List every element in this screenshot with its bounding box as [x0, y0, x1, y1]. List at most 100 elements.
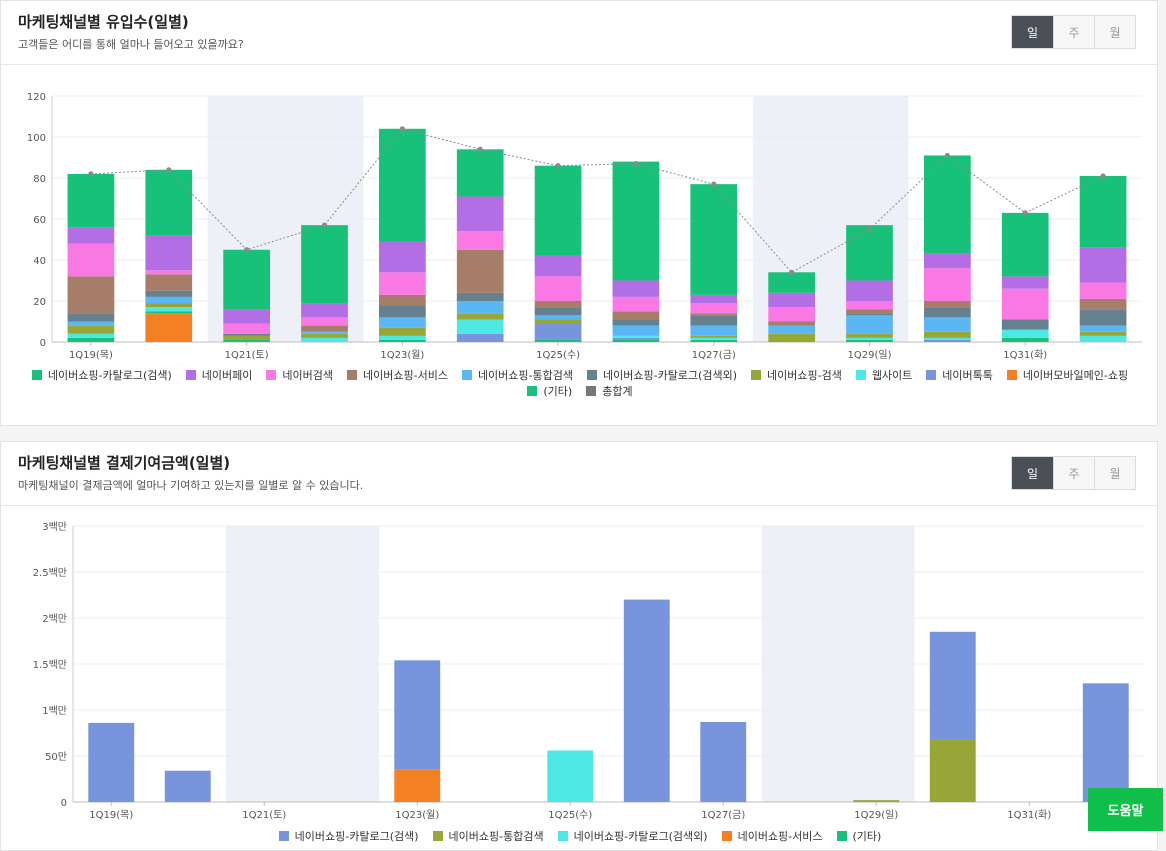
total-point[interactable] [399, 126, 405, 132]
bar-segment-네이버톡톡[interactable] [924, 339, 971, 342]
bar-segment-네이버페이[interactable] [612, 280, 660, 297]
bar-segment-네이버쇼핑-카탈로그-검색[interactable] [612, 161, 660, 281]
bar-segment-네이버쇼핑-통합검색[interactable] [924, 317, 971, 332]
bar-segment-네이버페이[interactable] [301, 303, 348, 318]
bar-segment-네이버쇼핑-카탈로그-검색외[interactable] [223, 333, 270, 336]
bar-segment-기타[interactable] [612, 339, 660, 342]
bar-segment-네이버쇼핑-카탈로그-검색[interactable] [700, 721, 747, 802]
bar-segment-네이버쇼핑-카탈로그-검색외[interactable] [1001, 319, 1049, 330]
legend-item-네이버쇼핑-통합검색[interactable]: 네이버쇼핑-통합검색 [461, 367, 573, 383]
help-button[interactable]: 도움말 [1088, 788, 1163, 831]
legend-item-네이버쇼핑-검색[interactable]: 네이버쇼핑-검색 [751, 367, 842, 383]
bar-segment-네이버페이[interactable] [924, 253, 971, 269]
bar-segment-네이버쇼핑-검색[interactable] [690, 335, 738, 338]
bar-segment-네이버쇼핑-카탈로그-검색외[interactable] [612, 319, 660, 326]
bar-segment-네이버페이[interactable] [768, 292, 815, 308]
bar-segment-네이버쇼핑-카탈로그-검색[interactable] [924, 155, 971, 254]
bar-segment-네이버쇼핑-카탈로그-검색[interactable] [223, 249, 270, 310]
total-point[interactable] [1022, 210, 1028, 216]
traffic-tab-month[interactable]: 월 [1094, 16, 1135, 48]
bar-segment-네이버쇼핑-통합검색[interactable] [456, 301, 504, 314]
bar-segment-네이버검색[interactable] [924, 268, 971, 301]
bar-segment-웹사이트[interactable] [690, 337, 738, 340]
legend-item-네이버모바일메인-쇼핑[interactable]: 네이버모바일메인-쇼핑 [1006, 367, 1128, 383]
bar-segment-네이버쇼핑-통합검색[interactable] [67, 321, 115, 326]
legend-item-네이버페이[interactable]: 네이버페이 [185, 367, 252, 383]
bar-segment-네이버쇼핑-카탈로그-검색[interactable] [690, 184, 738, 295]
bar-segment-네이버쇼핑-카탈로그-검색[interactable] [768, 272, 815, 293]
bar-segment-네이버쇼핑-카탈로그-검색외[interactable] [547, 750, 594, 802]
total-point[interactable] [88, 171, 94, 177]
bar-segment-웹사이트[interactable] [612, 335, 660, 338]
bar-segment-네이버쇼핑-검색[interactable] [768, 333, 815, 342]
bar-segment-네이버쇼핑-검색[interactable] [67, 325, 115, 334]
bar-segment-네이버페이[interactable] [223, 309, 270, 324]
bar-segment-기타[interactable] [67, 337, 115, 342]
bar-segment-기타[interactable] [1001, 337, 1049, 342]
bar-segment-네이버쇼핑-서비스[interactable] [534, 301, 582, 308]
bar-segment-네이버검색[interactable] [690, 303, 738, 314]
bar-segment-웹사이트[interactable] [145, 307, 193, 312]
bar-segment-네이버쇼핑-카탈로그-검색외[interactable] [456, 292, 504, 301]
bar-segment-네이버쇼핑-통합검색[interactable] [145, 296, 193, 304]
bar-segment-네이버쇼핑-통합검색[interactable] [379, 317, 426, 328]
bar-segment-네이버페이[interactable] [1001, 276, 1049, 289]
bar-segment-네이버쇼핑-통합검색[interactable] [1079, 325, 1127, 332]
bar-segment-네이버페이[interactable] [379, 241, 426, 273]
total-point[interactable] [789, 269, 795, 275]
legend-item-웹사이트[interactable]: 웹사이트 [855, 367, 912, 383]
bar-segment-네이버쇼핑-통합검색[interactable] [768, 325, 815, 334]
bar-segment-네이버페이[interactable] [456, 196, 504, 232]
bar-segment-네이버쇼핑-카탈로그-검색[interactable] [456, 149, 504, 197]
bar-segment-네이버페이[interactable] [534, 255, 582, 277]
bar-segment-기타[interactable] [846, 339, 893, 342]
total-point[interactable] [477, 146, 483, 152]
legend-item-네이버쇼핑-카탈로그-검색외[interactable]: 네이버쇼핑-카탈로그(검색외) [587, 367, 737, 383]
bar-segment-네이버쇼핑-서비스[interactable] [690, 313, 738, 316]
bar-segment-네이버쇼핑-카탈로그-검색[interactable] [623, 599, 670, 802]
bar-segment-네이버쇼핑-카탈로그-검색[interactable] [1001, 212, 1049, 277]
legend-item-네이버쇼핑-카탈로그-검색[interactable]: 네이버쇼핑-카탈로그(검색) [31, 367, 172, 383]
bar-segment-네이버검색[interactable] [846, 301, 893, 310]
total-point[interactable] [866, 226, 873, 232]
bar-segment-네이버쇼핑-서비스[interactable] [612, 311, 660, 320]
bar-segment-네이버검색[interactable] [67, 243, 115, 277]
bar-segment-네이버쇼핑-카탈로그-검색외[interactable] [379, 305, 426, 318]
legend-item-네이버쇼핑-카탈로그-검색[interactable]: 네이버쇼핑-카탈로그(검색) [278, 828, 419, 844]
bar-segment-네이버쇼핑-서비스[interactable] [145, 274, 193, 291]
bar-segment-네이버톡톡[interactable] [612, 337, 660, 340]
bar-segment-기타[interactable] [223, 339, 270, 342]
total-point[interactable] [1100, 173, 1106, 179]
legend-item-기타[interactable]: (기타) [527, 383, 572, 399]
bar-segment-웹사이트[interactable] [1001, 329, 1049, 338]
bar-segment-네이버쇼핑-카탈로그-검색[interactable] [145, 169, 193, 236]
bar-segment-네이버쇼핑-통합검색[interactable] [301, 331, 348, 334]
bar-segment-네이버쇼핑-서비스[interactable] [394, 769, 441, 802]
bar-segment-네이버쇼핑-카탈로그-검색[interactable] [67, 173, 115, 228]
legend-item-네이버쇼핑-카탈로그-검색외[interactable]: 네이버쇼핑-카탈로그(검색외) [557, 828, 708, 844]
bar-segment-네이버쇼핑-검색[interactable] [846, 333, 893, 338]
bar-segment-네이버쇼핑-서비스[interactable] [301, 325, 348, 332]
total-point[interactable] [166, 167, 172, 173]
total-point[interactable] [711, 181, 717, 187]
bar-segment-네이버쇼핑-카탈로그-검색[interactable] [394, 660, 441, 770]
total-point[interactable] [944, 152, 950, 159]
bar-segment-네이버페이[interactable] [690, 294, 738, 304]
legend-item-네이버쇼핑-통합검색[interactable]: 네이버쇼핑-통합검색 [432, 828, 544, 844]
bar-segment-네이버모바일메인-쇼핑[interactable] [145, 313, 193, 342]
bar-segment-네이버쇼핑-카탈로그-검색외[interactable] [145, 290, 193, 297]
bar-segment-네이버톡톡[interactable] [534, 323, 582, 340]
bar-segment-네이버검색[interactable] [145, 270, 193, 275]
bar-segment-네이버쇼핑-서비스[interactable] [1079, 298, 1127, 310]
bar-segment-웹사이트[interactable] [456, 319, 504, 334]
bar-segment-네이버쇼핑-카탈로그-검색[interactable] [1079, 175, 1127, 248]
bar-segment-네이버쇼핑-카탈로그-검색외[interactable] [924, 307, 971, 318]
bar-segment-네이버쇼핑-카탈로그-검색외[interactable] [67, 313, 115, 322]
bar-segment-네이버페이[interactable] [846, 280, 893, 302]
bar-segment-네이버검색[interactable] [768, 307, 815, 322]
bar-segment-네이버검색[interactable] [379, 272, 426, 295]
bar-segment-네이버쇼핑-검색[interactable] [379, 327, 426, 336]
total-point[interactable] [555, 163, 561, 169]
bar-segment-네이버검색[interactable] [1001, 288, 1049, 320]
bar-segment-네이버쇼핑-서비스[interactable] [924, 301, 971, 308]
